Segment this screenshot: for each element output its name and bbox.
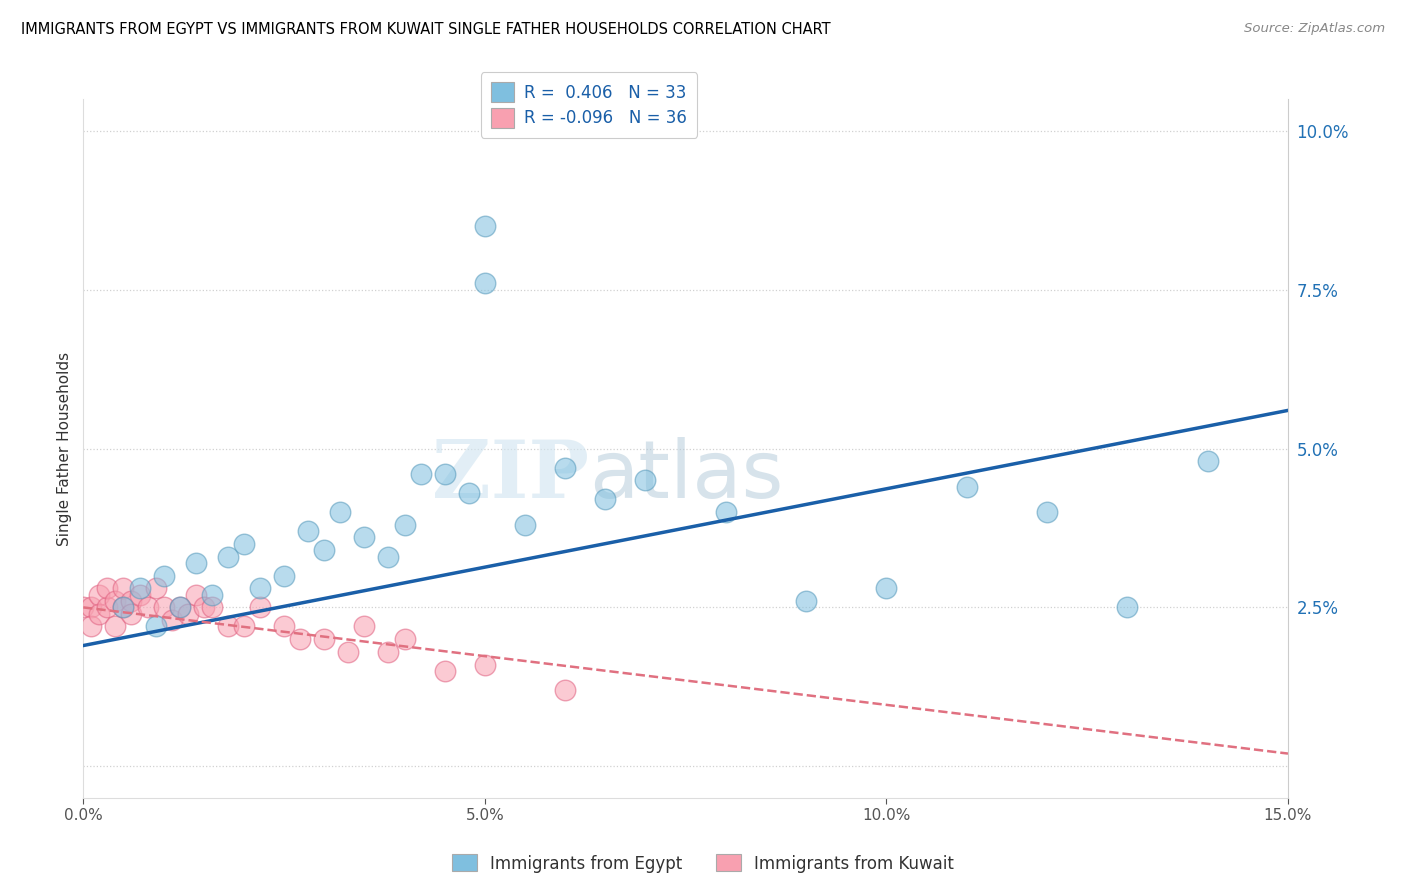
Point [1197,454,1219,468]
Point [794,594,817,608]
Point [152,568,174,582]
Point [634,473,657,487]
Point [297,524,319,538]
Point [249,582,271,596]
Point [353,531,375,545]
Point [160,613,183,627]
Text: IMMIGRANTS FROM EGYPT VS IMMIGRANTS FROM KUWAIT SINGLE FATHER HOUSEHOLDS CORRELA: IMMIGRANTS FROM EGYPT VS IMMIGRANTS FROM… [21,22,831,37]
Point [72,600,94,615]
Point [104,594,127,608]
Point [273,619,295,633]
Point [169,600,191,615]
Text: atlas: atlas [589,437,783,516]
Point [513,517,536,532]
Point [377,549,399,564]
Point [201,588,224,602]
Point [457,486,479,500]
Point [201,600,224,615]
Point [433,467,456,481]
Point [1116,600,1139,615]
Point [184,556,207,570]
Point [104,619,127,633]
Point [474,219,496,233]
Point [121,594,143,608]
Point [433,664,456,678]
Point [145,619,167,633]
Point [145,582,167,596]
Point [80,619,103,633]
Point [554,683,576,698]
Point [112,600,135,615]
Point [96,600,118,615]
Point [409,467,432,481]
Point [273,568,295,582]
Point [314,632,336,647]
Point [193,600,215,615]
Point [314,543,336,558]
Point [128,582,150,596]
Point [176,607,198,621]
Point [169,600,191,615]
Point [353,619,375,633]
Legend: Immigrants from Egypt, Immigrants from Kuwait: Immigrants from Egypt, Immigrants from K… [446,847,960,880]
Point [217,619,239,633]
Point [89,588,111,602]
Point [89,607,111,621]
Legend: R =  0.406   N = 33, R = -0.096   N = 36: R = 0.406 N = 33, R = -0.096 N = 36 [481,72,697,137]
Point [128,588,150,602]
Point [595,492,617,507]
Point [394,632,416,647]
Point [80,600,103,615]
Point [96,582,118,596]
Point [377,645,399,659]
Point [217,549,239,564]
Point [112,600,135,615]
Point [474,277,496,291]
Point [184,588,207,602]
Point [394,517,416,532]
Point [112,582,135,596]
Y-axis label: Single Father Households: Single Father Households [58,351,72,546]
Point [232,537,254,551]
Point [121,607,143,621]
Text: Source: ZipAtlas.com: Source: ZipAtlas.com [1244,22,1385,36]
Point [554,460,576,475]
Point [714,505,737,519]
Point [1036,505,1059,519]
Point [474,657,496,672]
Point [152,600,174,615]
Point [288,632,311,647]
Point [875,582,897,596]
Point [956,480,979,494]
Point [249,600,271,615]
Point [337,645,360,659]
Point [136,600,159,615]
Text: ZIP: ZIP [432,437,589,516]
Point [232,619,254,633]
Point [329,505,352,519]
